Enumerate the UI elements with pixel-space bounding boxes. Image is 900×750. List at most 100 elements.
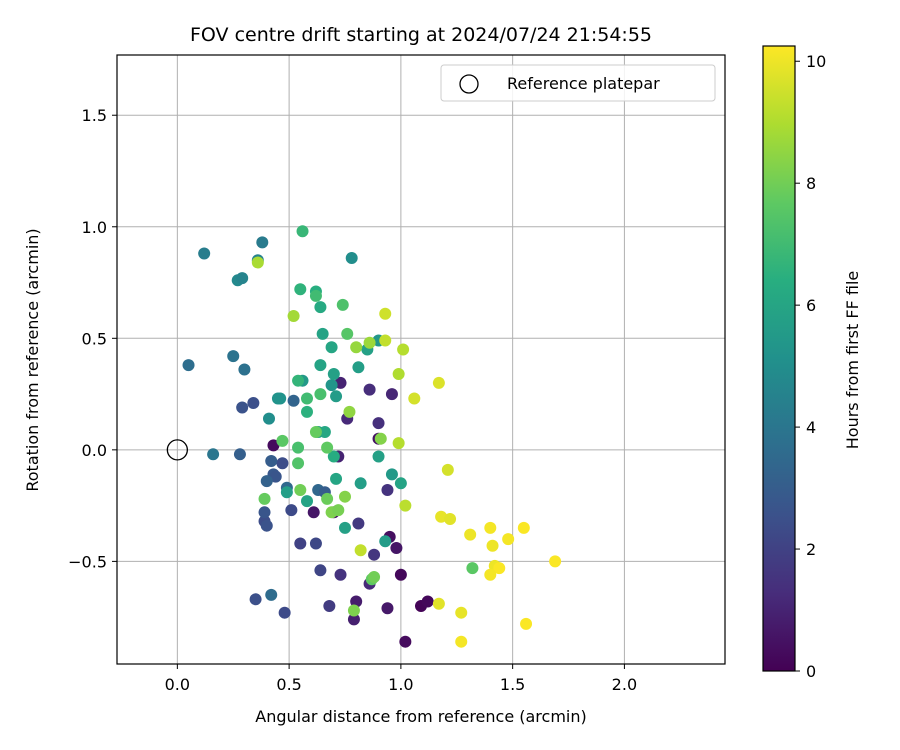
chart-title: FOV centre drift starting at 2024/07/24 … xyxy=(190,24,652,46)
data-point xyxy=(343,405,356,418)
data-point xyxy=(256,236,269,249)
reference-marker-layer xyxy=(166,439,189,461)
data-point xyxy=(466,562,479,575)
data-point xyxy=(314,301,327,314)
data-point xyxy=(287,310,300,322)
data-point xyxy=(307,506,320,519)
data-point xyxy=(347,613,360,626)
data-point xyxy=(294,484,307,496)
data-point xyxy=(392,437,405,450)
data-point xyxy=(265,455,278,467)
grid-lines xyxy=(117,55,725,664)
legend-box xyxy=(440,64,716,102)
data-point xyxy=(327,450,340,463)
data-point xyxy=(294,283,307,296)
data-point xyxy=(330,390,343,403)
plot-frame xyxy=(116,54,726,665)
data-point xyxy=(227,350,240,363)
colorbar: 0 2 4 6 8 10 Hours from first FF file xyxy=(762,45,862,681)
data-point xyxy=(287,394,300,407)
data-point xyxy=(352,361,365,374)
data-point xyxy=(233,448,246,461)
data-point xyxy=(260,519,273,532)
x-tick-label: 1.0 xyxy=(388,675,413,694)
data-point xyxy=(236,401,249,414)
data-point xyxy=(372,450,385,463)
data-point xyxy=(198,247,211,260)
data-point xyxy=(294,537,307,550)
data-point xyxy=(345,252,358,264)
data-point xyxy=(292,441,305,454)
data-point xyxy=(421,595,434,608)
data-point xyxy=(392,368,405,380)
data-point xyxy=(350,341,363,354)
data-point xyxy=(354,477,367,490)
y-axis-ticks: −0.5 0.0 0.5 1.0 1.5 xyxy=(68,106,117,571)
data-point xyxy=(408,392,421,405)
x-axis-label: Angular distance from reference (arcmin) xyxy=(255,707,586,726)
plot-background xyxy=(117,55,725,664)
colorbar-tick-label: 8 xyxy=(806,174,816,193)
data-point xyxy=(444,513,457,525)
colorbar-gradient xyxy=(763,46,795,671)
data-point xyxy=(339,521,351,534)
data-point xyxy=(280,486,293,499)
data-point xyxy=(385,388,398,401)
data-point xyxy=(318,426,331,438)
x-tick-label: 1.5 xyxy=(500,675,525,694)
data-point xyxy=(330,472,343,485)
data-point xyxy=(263,412,275,425)
y-tick-label: 1.5 xyxy=(82,106,107,125)
data-point xyxy=(394,477,407,490)
data-point xyxy=(464,528,477,541)
data-point xyxy=(309,426,322,438)
data-point xyxy=(276,457,289,470)
reference-platepar-marker xyxy=(166,439,189,461)
colorbar-label: Hours from first FF file xyxy=(843,271,862,450)
data-point xyxy=(258,506,271,519)
data-point xyxy=(269,470,282,483)
data-point xyxy=(285,504,298,517)
data-point xyxy=(385,468,398,481)
data-point xyxy=(517,521,530,534)
colorbar-tick-label: 2 xyxy=(806,540,816,559)
data-point xyxy=(354,544,367,557)
data-point xyxy=(249,593,262,606)
data-point xyxy=(399,635,412,648)
data-point xyxy=(368,548,381,561)
data-point xyxy=(374,432,387,445)
y-tick-label: −0.5 xyxy=(68,552,107,571)
colorbar-tick-label: 0 xyxy=(806,662,816,681)
data-point xyxy=(301,392,313,405)
data-point xyxy=(309,537,322,550)
data-point xyxy=(251,256,264,269)
data-point xyxy=(271,392,284,405)
data-point xyxy=(236,272,249,285)
data-point xyxy=(247,397,260,409)
x-tick-label: 0.5 xyxy=(276,675,301,694)
colorbar-tick-label: 4 xyxy=(806,418,816,437)
data-point xyxy=(276,434,289,447)
data-points xyxy=(182,225,562,648)
data-point xyxy=(399,499,412,512)
data-point xyxy=(484,521,497,534)
data-point xyxy=(379,307,392,320)
data-point xyxy=(327,368,340,380)
data-point xyxy=(325,341,338,354)
data-point xyxy=(381,484,394,496)
data-point xyxy=(441,463,454,476)
y-tick-label: 1.0 xyxy=(82,218,107,237)
data-point xyxy=(292,457,305,470)
data-point xyxy=(332,504,345,517)
x-axis-ticks: 0.0 0.5 1.0 1.5 2.0 xyxy=(165,664,637,694)
data-point xyxy=(432,376,445,389)
data-point xyxy=(314,359,327,372)
data-point xyxy=(207,448,220,461)
data-point xyxy=(334,568,347,581)
data-point xyxy=(379,334,392,347)
data-point xyxy=(316,327,329,340)
data-point xyxy=(341,327,354,340)
legend-label: Reference platepar xyxy=(507,74,660,93)
y-tick-label: 0.0 xyxy=(82,441,107,460)
